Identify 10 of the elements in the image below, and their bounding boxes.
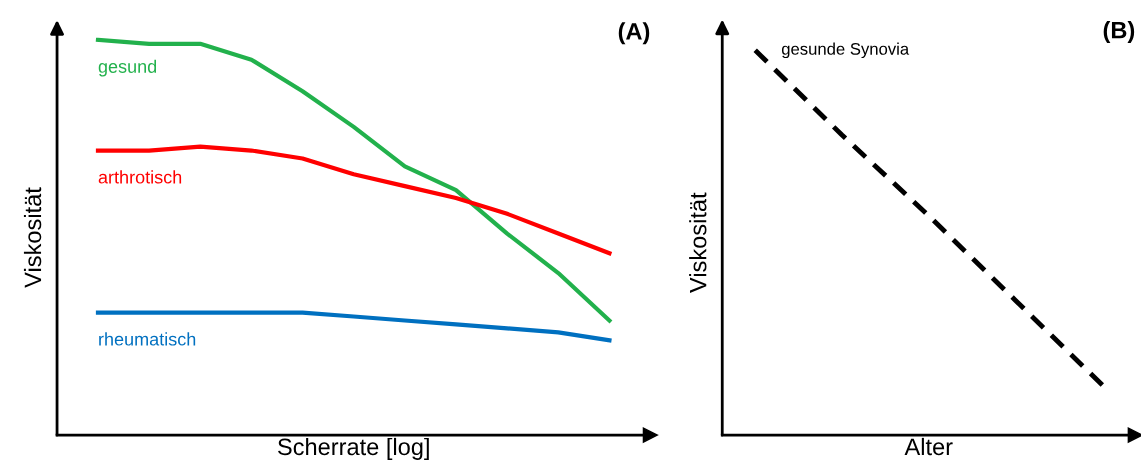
series-label: gesund bbox=[98, 59, 157, 77]
x-axis-title: Scherrate [log] bbox=[278, 437, 429, 460]
y-axis-title: Viskosität bbox=[689, 192, 707, 293]
chart-title: (B) bbox=[1103, 21, 1135, 44]
chart-title: (A) bbox=[618, 22, 650, 45]
series-label: arthrotisch bbox=[98, 170, 182, 184]
series-label: rheumatisch bbox=[99, 332, 196, 346]
x-axis-title: Alter bbox=[904, 437, 953, 456]
y-axis-title: Viskosität bbox=[23, 187, 42, 288]
series-label: gesunde Synovia bbox=[781, 42, 910, 59]
